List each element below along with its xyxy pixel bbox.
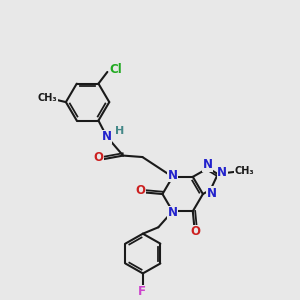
Text: O: O bbox=[136, 184, 146, 197]
Text: N: N bbox=[202, 158, 213, 171]
Text: N: N bbox=[102, 130, 112, 143]
Text: N: N bbox=[207, 187, 217, 200]
Text: O: O bbox=[190, 225, 200, 238]
Text: F: F bbox=[138, 285, 146, 298]
Text: N: N bbox=[168, 169, 178, 182]
Text: CH₃: CH₃ bbox=[235, 166, 254, 176]
Text: Cl: Cl bbox=[109, 63, 122, 76]
Text: N: N bbox=[217, 166, 227, 179]
Text: O: O bbox=[93, 151, 103, 164]
Text: N: N bbox=[168, 206, 178, 219]
Text: CH₃: CH₃ bbox=[38, 93, 57, 103]
Text: H: H bbox=[115, 126, 124, 136]
